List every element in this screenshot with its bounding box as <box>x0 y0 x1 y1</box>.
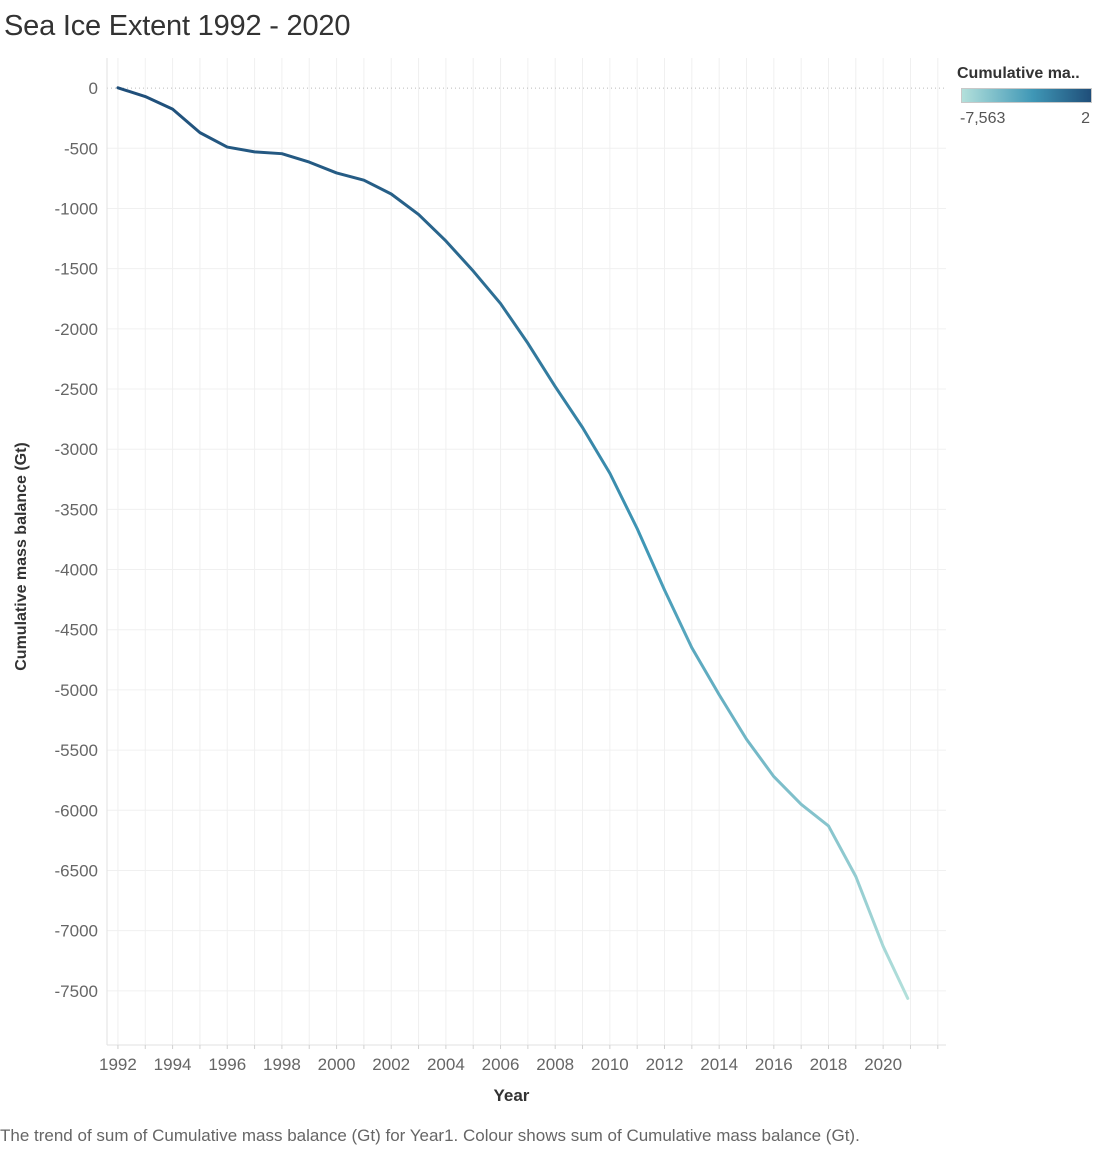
data-point[interactable] <box>197 130 202 135</box>
y-tick-label: -1500 <box>55 260 98 279</box>
x-tick-label: 2010 <box>591 1055 629 1074</box>
data-point[interactable] <box>607 471 612 476</box>
x-tick-label: 2012 <box>646 1055 684 1074</box>
chart-caption: The trend of sum of Cumulative mass bala… <box>0 1126 860 1145</box>
chart-title: Sea Ice Extent 1992 - 2020 <box>4 10 351 42</box>
legend-title: Cumulative ma.. <box>957 65 1080 82</box>
data-point[interactable] <box>170 107 175 112</box>
y-axis-ticks: 0 -500 -1000 -1500 -2000 -2500 -3000 -3500 -4000… <box>55 79 98 1001</box>
axes <box>106 58 946 1049</box>
data-point[interactable] <box>307 160 312 165</box>
x-tick-label: 1994 <box>154 1055 192 1074</box>
data-point[interactable] <box>744 737 749 742</box>
data-point[interactable] <box>553 384 558 389</box>
grid-lines <box>107 58 946 1045</box>
data-point[interactable] <box>389 192 394 197</box>
x-axis-title: Year <box>494 1086 530 1105</box>
data-point[interactable] <box>826 823 831 828</box>
y-tick-label: -6000 <box>55 801 98 820</box>
data-point[interactable] <box>771 774 776 779</box>
color-legend[interactable]: Cumulative ma.. -7,563 2 <box>952 60 1094 140</box>
line-chart[interactable]: 0 -500 -1000 -1500 -2000 -2500 -3000 -3500 -4000… <box>0 0 1097 1120</box>
x-tick-label: 2008 <box>536 1055 574 1074</box>
data-point[interactable] <box>225 145 230 150</box>
x-tick-label: 2004 <box>427 1055 465 1074</box>
y-tick-label: 0 <box>89 79 98 98</box>
y-tick-label: -5000 <box>55 681 98 700</box>
y-tick-label: -4500 <box>55 621 98 640</box>
data-point[interactable] <box>580 425 585 430</box>
y-tick-label: -500 <box>64 139 98 158</box>
legend-color-ramp <box>961 88 1092 103</box>
x-tick-label: 2014 <box>700 1055 738 1074</box>
data-point[interactable] <box>443 238 448 243</box>
data-point[interactable] <box>853 874 858 879</box>
x-tick-label: 2018 <box>810 1055 848 1074</box>
y-axis-title: Cumulative mass balance (Gt) <box>13 442 30 671</box>
data-point[interactable] <box>416 212 421 217</box>
x-tick-label: 2016 <box>755 1055 793 1074</box>
data-point[interactable] <box>662 588 667 593</box>
x-axis-ticks: 1992 1994 1996 1998 2000 2002 2004 2006 2008 2010… <box>99 1055 902 1074</box>
data-point[interactable] <box>361 178 366 183</box>
data-point[interactable] <box>115 85 120 90</box>
y-tick-label: -3500 <box>55 500 98 519</box>
data-point[interactable] <box>334 170 339 175</box>
data-point[interactable] <box>799 802 804 807</box>
data-point[interactable] <box>905 996 910 1001</box>
series-layer <box>115 85 910 1001</box>
y-tick-label: -2000 <box>55 320 98 339</box>
x-tick-label: 2002 <box>372 1055 410 1074</box>
y-tick-label: -4000 <box>55 561 98 580</box>
data-point[interactable] <box>279 151 284 156</box>
y-tick-label: -1000 <box>55 199 98 218</box>
data-point[interactable] <box>881 944 886 949</box>
x-tick-label: 1998 <box>263 1055 301 1074</box>
x-tick-label: 2020 <box>864 1055 902 1074</box>
data-point[interactable] <box>717 692 722 697</box>
x-tick-label: 2000 <box>318 1055 356 1074</box>
y-tick-label: -2500 <box>55 380 98 399</box>
x-tick-label: 1992 <box>99 1055 137 1074</box>
y-tick-label: -3000 <box>55 440 98 459</box>
data-point[interactable] <box>498 301 503 306</box>
y-tick-label: -7500 <box>55 982 98 1001</box>
series-line-0[interactable] <box>116 86 910 1000</box>
x-tick-label: 2006 <box>482 1055 520 1074</box>
data-point[interactable] <box>525 341 530 346</box>
data-point[interactable] <box>635 526 640 531</box>
data-point[interactable] <box>689 645 694 650</box>
legend-max-label: 2 <box>1081 110 1090 127</box>
y-tick-label: -6500 <box>55 861 98 880</box>
y-tick-label: -5500 <box>55 741 98 760</box>
x-tick-label: 1996 <box>208 1055 246 1074</box>
y-tick-label: -7000 <box>55 922 98 941</box>
data-point[interactable] <box>143 94 148 99</box>
data-point[interactable] <box>252 149 257 154</box>
data-point[interactable] <box>471 269 476 274</box>
legend-min-label: -7,563 <box>960 110 1006 127</box>
